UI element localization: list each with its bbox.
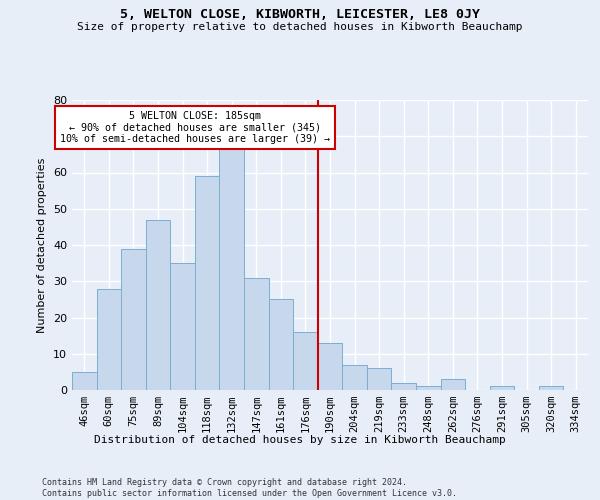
Text: 5 WELTON CLOSE: 185sqm
← 90% of detached houses are smaller (345)
10% of semi-de: 5 WELTON CLOSE: 185sqm ← 90% of detached… bbox=[60, 111, 330, 144]
Y-axis label: Number of detached properties: Number of detached properties bbox=[37, 158, 47, 332]
Bar bbox=[97, 288, 121, 390]
Bar bbox=[539, 386, 563, 390]
Text: Distribution of detached houses by size in Kibworth Beauchamp: Distribution of detached houses by size … bbox=[94, 435, 506, 445]
Bar bbox=[244, 278, 269, 390]
Bar bbox=[391, 383, 416, 390]
Text: Contains HM Land Registry data © Crown copyright and database right 2024.
Contai: Contains HM Land Registry data © Crown c… bbox=[42, 478, 457, 498]
Bar bbox=[318, 343, 342, 390]
Bar bbox=[342, 364, 367, 390]
Bar bbox=[121, 248, 146, 390]
Bar bbox=[195, 176, 220, 390]
Bar bbox=[490, 386, 514, 390]
Bar bbox=[269, 300, 293, 390]
Bar bbox=[72, 372, 97, 390]
Bar bbox=[367, 368, 391, 390]
Text: 5, WELTON CLOSE, KIBWORTH, LEICESTER, LE8 0JY: 5, WELTON CLOSE, KIBWORTH, LEICESTER, LE… bbox=[120, 8, 480, 20]
Bar bbox=[293, 332, 318, 390]
Bar bbox=[440, 379, 465, 390]
Bar bbox=[170, 263, 195, 390]
Bar bbox=[220, 147, 244, 390]
Text: Size of property relative to detached houses in Kibworth Beauchamp: Size of property relative to detached ho… bbox=[77, 22, 523, 32]
Bar bbox=[146, 220, 170, 390]
Bar bbox=[416, 386, 440, 390]
